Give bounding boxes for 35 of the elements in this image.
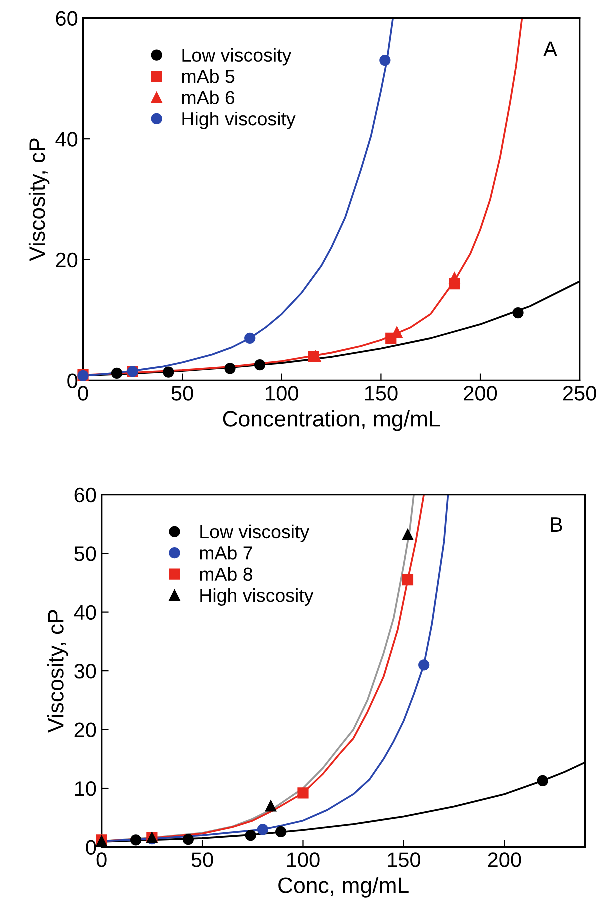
legend-label: High viscosity	[182, 112, 296, 130]
y-tick-label: 20	[74, 722, 96, 738]
x-tick-label: 100	[266, 386, 298, 401]
x-tick-label: 50	[192, 852, 214, 868]
y-tick-label: 10	[75, 782, 96, 796]
y-tick-label: 20	[56, 252, 78, 268]
x-tick-label: 0	[96, 852, 107, 868]
legend-label: mAb 7	[200, 546, 252, 560]
x-tick-label: 200	[464, 386, 498, 401]
legend-label: Low viscosity	[200, 524, 310, 542]
legend-label: Low viscosity	[182, 48, 292, 66]
y-tick-label: 0	[68, 374, 78, 388]
annotation: B	[551, 518, 562, 532]
legend-label: mAb 8	[200, 567, 252, 582]
x-tick-label: 50	[172, 386, 194, 401]
y-tick-label: 50	[74, 546, 96, 562]
legend-label: High viscosity	[200, 588, 314, 606]
x-tick-label: 150	[388, 852, 421, 868]
legend-label: mAb 5	[182, 69, 235, 84]
y-axis-title: Viscosity, cP	[28, 138, 50, 262]
annotation: A	[544, 42, 558, 56]
x-axis-title: Conc, mg/mL	[278, 877, 409, 898]
y-axis-title: Viscosity, cP	[48, 610, 68, 733]
x-tick-label: 200	[488, 852, 522, 868]
y-tick-label: 30	[74, 664, 96, 679]
x-tick-label: 100	[287, 852, 320, 868]
x-tick-label: 150	[365, 386, 398, 401]
legend-label: mAb 6	[182, 90, 235, 104]
y-tick-label: 60	[74, 488, 96, 503]
y-tick-label: 0	[86, 840, 96, 856]
x-tick-label: 250	[564, 386, 596, 401]
y-tick-label: 60	[56, 11, 78, 26]
y-tick-label: 40	[74, 605, 96, 620]
x-axis-title: Concentration, mg/mL	[223, 410, 440, 432]
y-tick-label: 40	[56, 132, 78, 147]
